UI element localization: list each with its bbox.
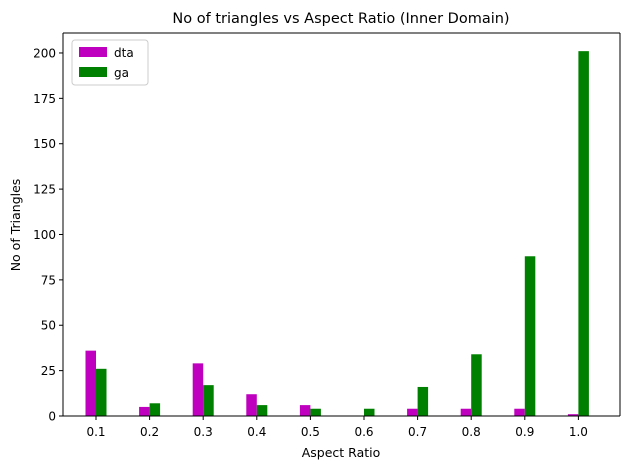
bar-ga-0.2 <box>149 403 161 416</box>
y-tick-label: 50 <box>41 319 56 333</box>
legend-swatch-dta <box>79 47 107 57</box>
y-tick-label: 0 <box>48 410 56 424</box>
legend-label-ga: ga <box>114 66 129 80</box>
x-tick-label: 0.6 <box>354 425 373 439</box>
y-tick-label: 125 <box>33 183 56 197</box>
x-tick-label: 0.8 <box>462 425 481 439</box>
x-tick-label: 0.3 <box>194 425 213 439</box>
plot-background <box>63 33 620 416</box>
legend-label-dta: dta <box>114 46 134 60</box>
y-tick-label: 200 <box>33 46 56 60</box>
bar-ga-0.7 <box>417 386 429 416</box>
x-tick-label: 0.1 <box>86 425 105 439</box>
bar-dta-0.7 <box>407 408 418 416</box>
bar-ga-0.9 <box>524 256 536 416</box>
bar-ga-0.8 <box>471 354 482 416</box>
bar-ga-0.6 <box>364 408 375 416</box>
x-tick-label: 0.7 <box>408 425 427 439</box>
bar-dta-0.3 <box>192 363 204 416</box>
y-tick-label: 25 <box>41 364 56 378</box>
legend: dta ga <box>71 39 149 86</box>
chart-title: No of triangles vs Aspect Ratio (Inner D… <box>172 11 509 27</box>
bar-ga-0.3 <box>203 385 214 416</box>
x-tick-label: 0.9 <box>515 425 534 439</box>
legend-swatch-ga <box>79 67 107 77</box>
bar-ga-0.5 <box>310 408 321 416</box>
bar-dta-0.8 <box>460 408 472 416</box>
bar-dta-0.4 <box>246 394 257 416</box>
bar-dta-0.5 <box>299 405 311 416</box>
y-tick-label: 75 <box>41 273 56 287</box>
bar-dta-0.9 <box>514 408 525 416</box>
bar-ga-1.0 <box>578 51 589 417</box>
y-axis-label: No of Triangles <box>8 179 23 272</box>
plot-area <box>63 33 620 416</box>
x-tick-label: 0.2 <box>140 425 159 439</box>
y-tick-label: 175 <box>33 92 56 106</box>
x-tick-label: 0.5 <box>301 425 320 439</box>
axes-layer: 0.1 0.2 0.3 0.4 0.5 0.6 0.7 0.8 0.9 1.0 0 25 50 75 100… <box>33 32 621 439</box>
legend-box <box>71 39 149 86</box>
bar-dta-1.0 <box>567 414 579 416</box>
bars-layer <box>85 51 589 417</box>
x-axis-label: Aspect Ratio <box>302 445 381 460</box>
x-tick-label: 1.0 <box>569 425 588 439</box>
bar-dta-0.1 <box>85 350 96 416</box>
bar-dta-0.2 <box>139 406 150 416</box>
bar-ga-0.1 <box>96 368 107 416</box>
y-tick-label: 150 <box>33 137 56 151</box>
x-tick-label: 0.4 <box>247 425 266 439</box>
bar-ga-0.4 <box>256 405 268 416</box>
y-tick-label: 100 <box>33 228 56 242</box>
